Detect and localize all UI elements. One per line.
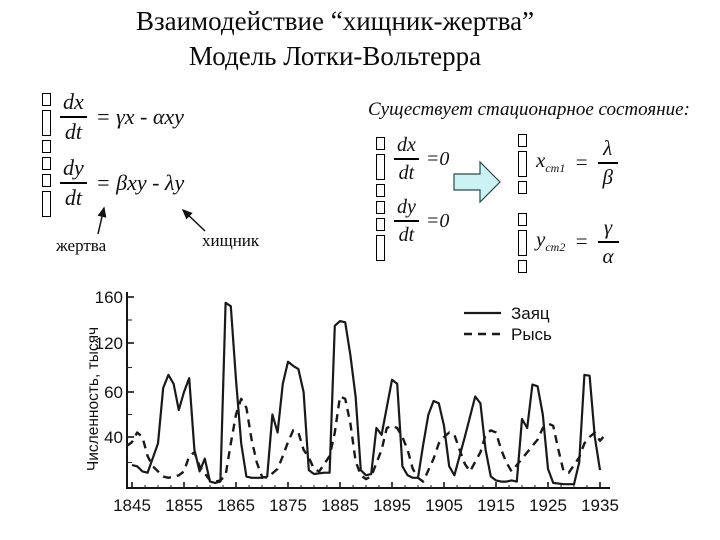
x-tick-label: 1885 <box>321 496 359 515</box>
y-axis-label: Численность, тысяч <box>85 327 102 471</box>
x-tick-label: 1935 <box>581 496 619 515</box>
y-tick-label: 60 <box>104 383 123 402</box>
stationary-brace-glyphs <box>376 134 385 261</box>
y-tick-label: 160 <box>95 288 123 307</box>
fraction-lambda-beta: λ β <box>597 137 618 189</box>
x-tick-label: 1895 <box>373 496 411 515</box>
equation-predator-rhs: = βxy - λy <box>95 170 185 195</box>
y-tick-label: 40 <box>104 428 123 447</box>
solution-y-var: yст2 <box>536 227 566 255</box>
solution-x-equals: = <box>574 150 589 174</box>
predator-arrow-icon <box>181 208 206 232</box>
stationary-solution-y: yст2 = γ α <box>518 210 619 273</box>
fraction-dy-dt: dy dt <box>58 156 89 210</box>
x-tick-label: 1865 <box>217 496 255 515</box>
stationary-system: dx dt =0 dy dt =0 <box>376 134 449 261</box>
prey-label: жертва <box>56 236 107 255</box>
solution-y-equals: = <box>574 229 589 253</box>
x-tick-label: 1925 <box>529 496 567 515</box>
stationary-eq-y: dy dt =0 <box>392 196 449 246</box>
fraction-dx-dt-zero: dx dt <box>392 134 421 184</box>
prey-arrow-icon <box>97 206 107 235</box>
equation-prey: dx dt = γx - αxy <box>58 90 184 144</box>
x-tick-label: 1845 <box>113 496 151 515</box>
x-tick-label: 1875 <box>269 496 307 515</box>
fraction-dy-dt-zero: dy dt <box>392 196 421 246</box>
title-line-2: Модель Лотки-Вольтерра <box>188 40 482 71</box>
x-tick-label: 1915 <box>477 496 515 515</box>
predator-label: хищник <box>202 231 260 250</box>
x-tick-label: 1905 <box>425 496 463 515</box>
solution-x-brace-glyphs <box>518 131 527 194</box>
legend-label: Заяц <box>511 304 550 323</box>
stationary-heading: Существует стационарное состояние: <box>368 99 690 120</box>
x-tick-label: 1855 <box>165 496 203 515</box>
legend-label: Рысь <box>511 325 552 344</box>
title-line-1: Взаимодействие “хищник-жертва” <box>135 6 535 36</box>
equation-prey-rhs: = γx - αxy <box>95 104 184 129</box>
lotka-volterra-system: dx dt = γx - αxy dy dt = βxy - λy <box>42 90 184 217</box>
series-dashed <box>126 395 607 483</box>
slide-title: Взаимодействие “хищник-жертва” Модель Ло… <box>0 4 670 73</box>
stationary-solution-x: xст1 = λ β <box>518 131 618 194</box>
implies-arrow-icon <box>453 160 501 204</box>
solution-y-brace-glyphs <box>518 210 527 273</box>
chart-axes <box>126 292 610 489</box>
fraction-dx-dt: dx dt <box>58 90 89 144</box>
equation-predator: dy dt = βxy - λy <box>58 156 184 210</box>
stationary-eq-x: dx dt =0 <box>392 134 449 184</box>
y-tick-label: 120 <box>95 334 123 353</box>
system-brace-glyphs <box>42 90 51 217</box>
annotation-arrows <box>97 206 206 235</box>
solution-x-var: xст1 <box>536 148 566 176</box>
fraction-gamma-alpha: γ α <box>597 216 619 268</box>
